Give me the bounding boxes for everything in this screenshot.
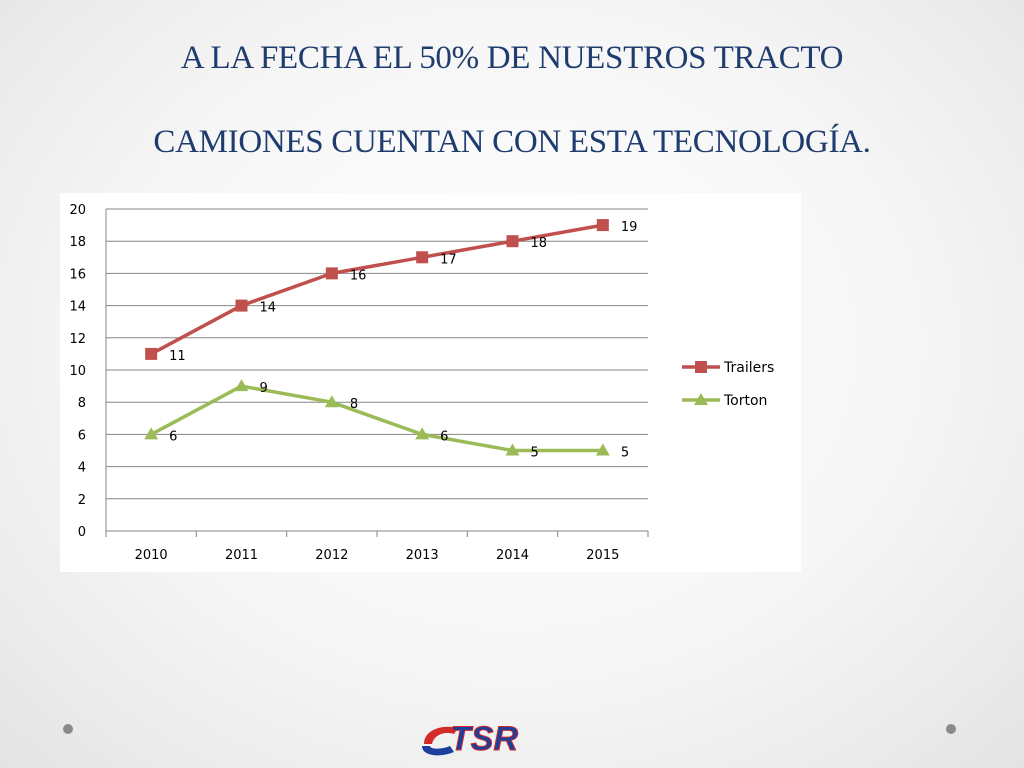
legend-label-torton: Torton xyxy=(723,393,767,409)
data-label-torton-2013: 6 xyxy=(440,429,448,444)
slide-title-line-2: CAMIONES CUENTAN CON ESTA TECNOLOGÍA. xyxy=(153,124,871,160)
legend-marker-torton xyxy=(694,393,708,405)
data-label-trailers-2012: 16 xyxy=(350,268,367,283)
x-tick-label-2011: 2011 xyxy=(225,548,258,563)
data-label-trailers-2013: 17 xyxy=(440,252,457,267)
x-tick-label-2014: 2014 xyxy=(496,548,529,563)
data-point-trailers-2015 xyxy=(596,219,609,232)
y-tick-label-0: 0 xyxy=(78,525,86,540)
y-tick-label-12: 12 xyxy=(69,332,86,347)
data-point-torton-2013 xyxy=(415,427,430,440)
series-line-trailers xyxy=(150,223,604,356)
legend-label-trailers: Trailers xyxy=(723,360,774,376)
data-label-trailers-2010: 11 xyxy=(169,349,186,364)
y-tick-label-4: 4 xyxy=(78,461,86,476)
data-point-torton-2011 xyxy=(234,379,249,392)
data-point-trailers-2011 xyxy=(235,299,248,312)
y-tick-label-8: 8 xyxy=(78,396,86,411)
data-point-trailers-2012 xyxy=(325,267,338,280)
data-point-torton-2010 xyxy=(144,427,159,440)
data-point-trailers-2013 xyxy=(416,251,429,264)
chart-canvas: 0 2 4 6 8 10 12 14 16 18 20 2010 2011 2012 2013 2014 201… xyxy=(69,203,774,563)
line-chart: 0 2 4 6 8 10 12 14 16 18 20 2010 2011 2012 2013 2014 201… xyxy=(60,193,801,572)
series-line-torton xyxy=(150,384,603,453)
data-label-trailers-2014: 18 xyxy=(531,236,548,251)
x-tick-label-2013: 2013 xyxy=(406,548,439,563)
data-label-torton-2015: 5 xyxy=(621,446,629,461)
data-label-torton-2010: 6 xyxy=(169,429,177,444)
data-label-torton-2011: 9 xyxy=(260,381,268,396)
tsr-logo: TSR xyxy=(422,720,519,758)
data-point-torton-2012 xyxy=(324,395,339,408)
nav-dot-right xyxy=(946,724,956,734)
x-tick-label-2010: 2010 xyxy=(135,548,168,563)
legend-marker-trailers xyxy=(695,361,707,373)
x-tick-label-2012: 2012 xyxy=(315,548,348,563)
nav-dot-left xyxy=(63,724,73,734)
y-tick-label-10: 10 xyxy=(69,364,86,379)
slide-title-line-1: A LA FECHA EL 50% DE NUESTROS TRACTO xyxy=(180,40,844,76)
data-point-trailers-2014 xyxy=(506,235,519,248)
logo-text: TSR xyxy=(450,720,518,758)
y-tick-label-14: 14 xyxy=(69,300,86,315)
data-point-torton-2014 xyxy=(505,443,520,456)
y-tick-label-2: 2 xyxy=(78,493,86,508)
data-label-torton-2014: 5 xyxy=(531,446,539,461)
data-label-trailers-2011: 14 xyxy=(260,301,277,316)
x-tick-label-2015: 2015 xyxy=(586,548,619,563)
data-label-trailers-2015: 19 xyxy=(621,220,638,235)
y-tick-label-20: 20 xyxy=(69,203,86,218)
y-tick-label-16: 16 xyxy=(69,267,86,282)
data-point-torton-2015 xyxy=(595,443,610,456)
y-tick-label-18: 18 xyxy=(69,235,86,250)
data-point-trailers-2010 xyxy=(145,347,158,360)
data-label-torton-2012: 8 xyxy=(350,397,358,412)
logo-swoosh-red xyxy=(424,726,458,744)
y-tick-label-6: 6 xyxy=(78,428,86,443)
logo-swoosh-blue xyxy=(422,746,454,756)
